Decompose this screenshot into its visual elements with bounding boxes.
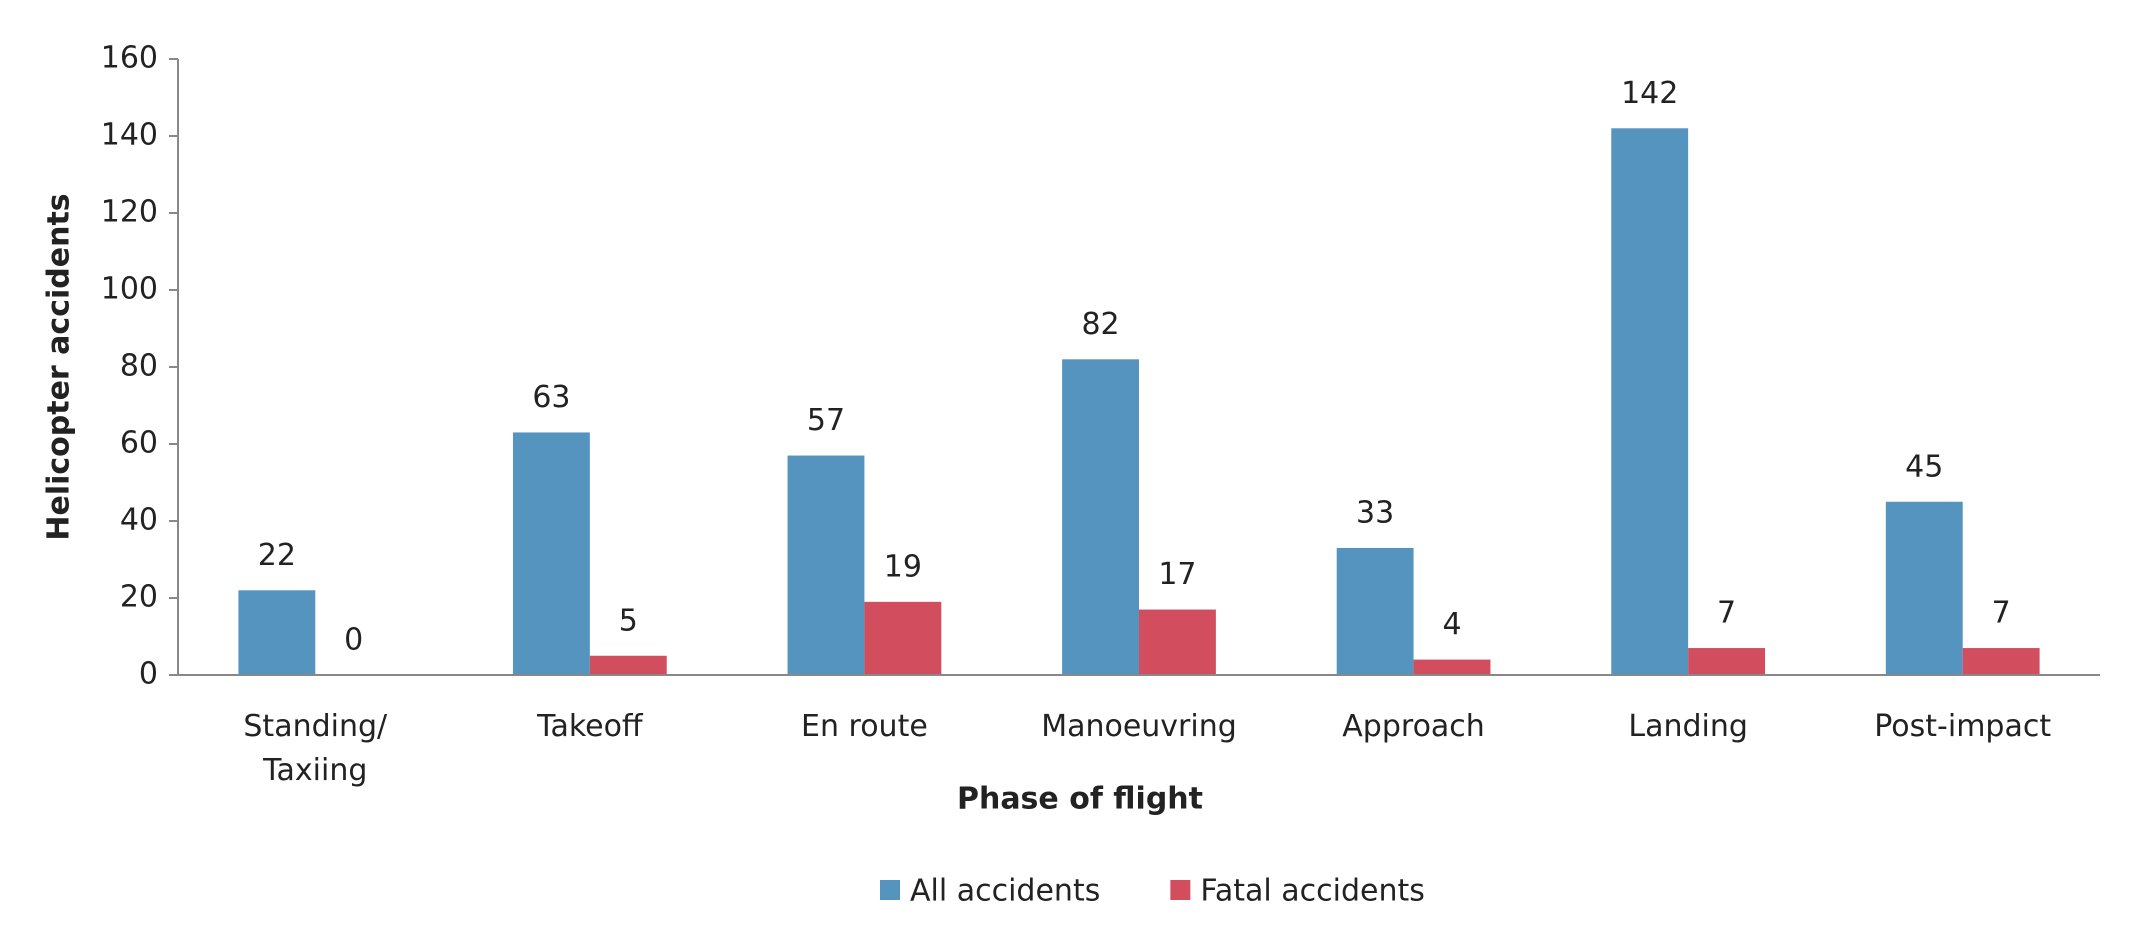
y-tick-label: 60 bbox=[120, 426, 158, 461]
bar bbox=[512, 432, 590, 675]
bar bbox=[1962, 648, 2040, 675]
x-tick-label: Approach bbox=[1342, 709, 1485, 744]
y-tick-label: 140 bbox=[101, 118, 158, 153]
bar bbox=[1336, 547, 1414, 675]
x-tick-label: Manoeuvring bbox=[1041, 709, 1237, 744]
bar bbox=[1611, 128, 1689, 676]
x-tick-label: Takeoff bbox=[537, 709, 643, 744]
y-axis-title: Helicopter accidents bbox=[42, 193, 77, 540]
x-tick-label: En route bbox=[801, 709, 928, 744]
value-label: 22 bbox=[258, 538, 296, 573]
y-tick-label: 160 bbox=[101, 41, 158, 76]
legend-label: Fatal accidents bbox=[1200, 874, 1425, 909]
bar bbox=[238, 590, 316, 675]
value-label: 5 bbox=[619, 603, 638, 638]
value-label: 82 bbox=[1081, 307, 1119, 342]
value-label: 7 bbox=[1992, 596, 2011, 631]
legend-swatch bbox=[880, 880, 900, 900]
bar bbox=[1139, 609, 1216, 675]
x-tick-label: Post-impact bbox=[1874, 709, 2052, 744]
x-tick-label: Landing bbox=[1628, 709, 1748, 744]
y-tick-label: 20 bbox=[120, 580, 158, 615]
bar bbox=[787, 455, 865, 675]
y-tick-label: 80 bbox=[120, 349, 158, 384]
value-label: 19 bbox=[884, 549, 922, 584]
bar bbox=[1413, 659, 1491, 675]
x-tick-label: Standing/ Taxiing bbox=[243, 709, 388, 788]
legend-swatch bbox=[1170, 880, 1191, 900]
x-axis-title: Phase of flight bbox=[957, 782, 1203, 817]
value-label: 0 bbox=[344, 623, 363, 658]
value-label: 33 bbox=[1356, 495, 1394, 530]
value-label: 63 bbox=[532, 380, 570, 415]
y-tick-label: 120 bbox=[101, 195, 158, 230]
bar bbox=[589, 655, 667, 675]
bar bbox=[1062, 359, 1139, 675]
value-label: 17 bbox=[1158, 557, 1196, 592]
value-label: 57 bbox=[807, 403, 845, 438]
value-label: 7 bbox=[1717, 596, 1736, 631]
legend-label: All accidents bbox=[910, 874, 1100, 909]
value-label: 45 bbox=[1905, 449, 1943, 484]
bar bbox=[1688, 648, 1766, 675]
y-tick-label: 100 bbox=[101, 272, 158, 307]
y-tick-label: 0 bbox=[139, 657, 158, 692]
value-label: 4 bbox=[1442, 607, 1461, 642]
value-label: 142 bbox=[1621, 76, 1678, 111]
y-tick-label: 40 bbox=[120, 503, 158, 538]
bar bbox=[1885, 501, 1963, 675]
bar bbox=[864, 601, 942, 675]
